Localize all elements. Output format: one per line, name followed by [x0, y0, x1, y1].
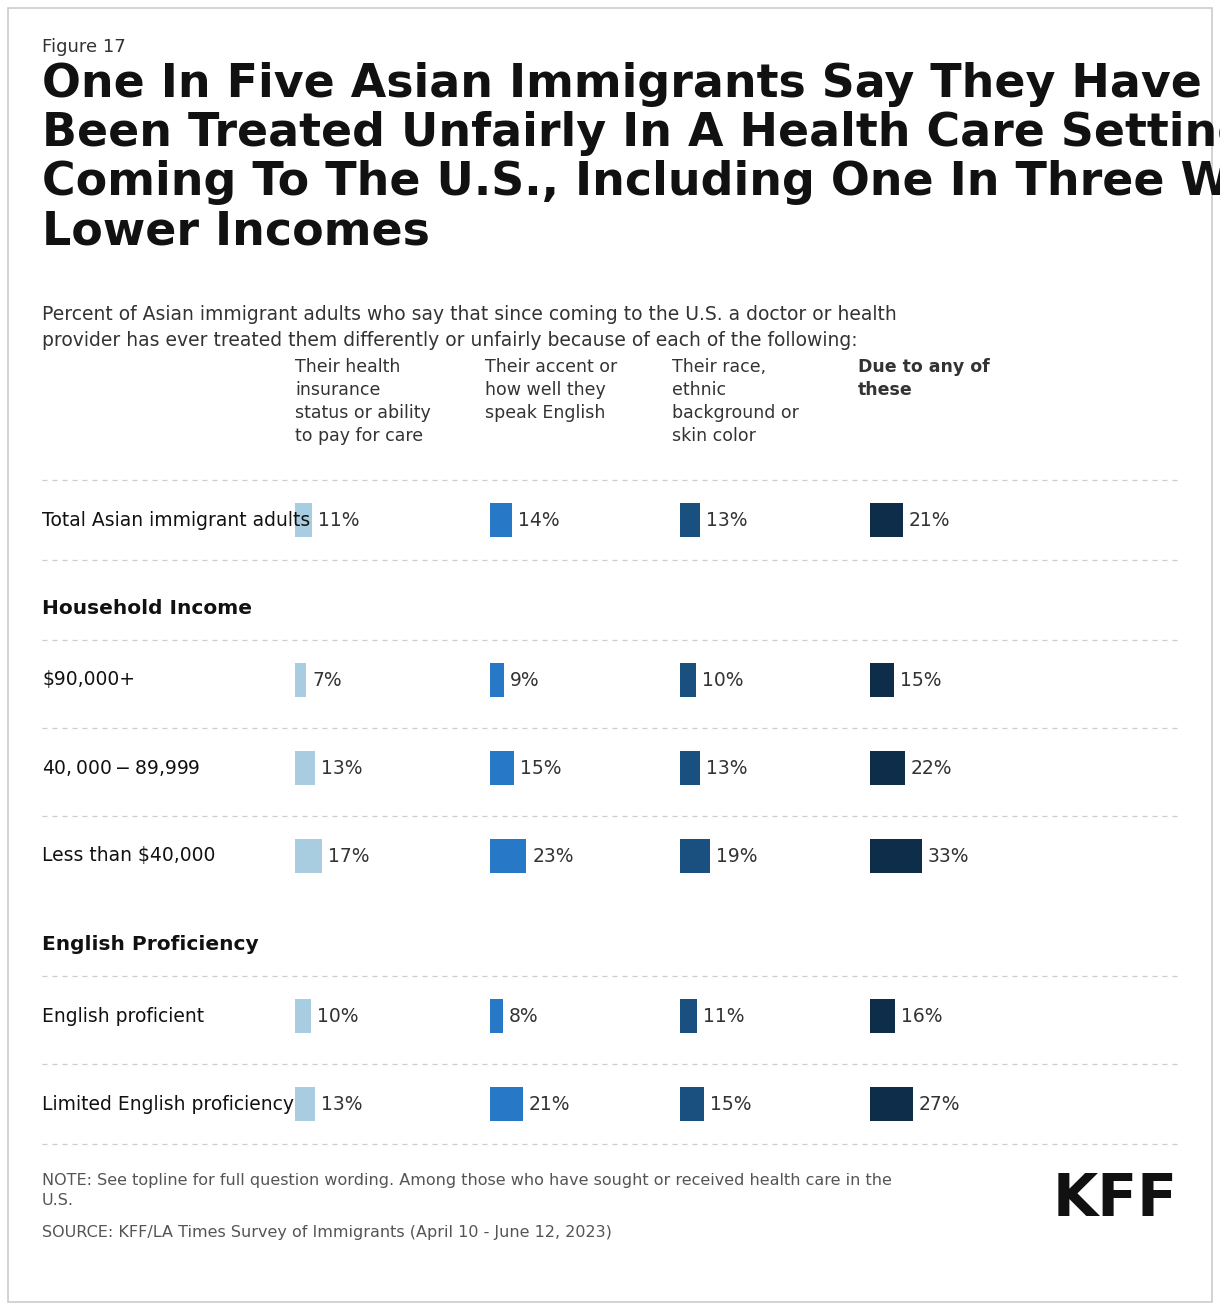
Text: Their accent or
how well they
speak English: Their accent or how well they speak Engl…	[486, 358, 617, 422]
Bar	[490, 503, 512, 537]
Text: 13%: 13%	[322, 758, 364, 778]
Text: 13%: 13%	[706, 511, 748, 529]
Text: One In Five Asian Immigrants Say They Have Ever
Been Treated Unfairly In A Healt: One In Five Asian Immigrants Say They Ha…	[41, 62, 1220, 254]
Text: 8%: 8%	[509, 1006, 538, 1026]
Text: Limited English proficiency: Limited English proficiency	[41, 1094, 294, 1114]
Text: 23%: 23%	[532, 846, 573, 866]
Text: 27%: 27%	[919, 1094, 960, 1114]
Text: Their health
insurance
status or ability
to pay for care: Their health insurance status or ability…	[295, 358, 431, 444]
Text: 16%: 16%	[902, 1006, 943, 1026]
Text: 13%: 13%	[706, 758, 748, 778]
Text: 22%: 22%	[910, 758, 952, 778]
Text: 19%: 19%	[716, 846, 758, 866]
Text: 15%: 15%	[710, 1094, 752, 1114]
Bar	[680, 751, 700, 785]
Bar	[295, 1087, 316, 1121]
Bar	[870, 1000, 895, 1034]
Text: KFF: KFF	[1053, 1171, 1179, 1227]
Text: 13%: 13%	[322, 1094, 364, 1114]
Text: Figure 17: Figure 17	[41, 38, 126, 56]
Bar	[490, 1000, 503, 1034]
Text: 10%: 10%	[317, 1006, 359, 1026]
Text: Their race,
ethnic
background or
skin color: Their race, ethnic background or skin co…	[672, 358, 799, 444]
Text: 9%: 9%	[510, 671, 539, 689]
Bar	[490, 838, 526, 872]
Bar	[680, 1087, 704, 1121]
Text: Percent of Asian immigrant adults who say that since coming to the U.S. a doctor: Percent of Asian immigrant adults who sa…	[41, 305, 897, 350]
Text: 11%: 11%	[318, 511, 360, 529]
Bar	[870, 751, 905, 785]
Bar	[295, 503, 312, 537]
Text: 14%: 14%	[518, 511, 560, 529]
Text: 15%: 15%	[899, 671, 941, 689]
Text: $40,000-$89,999: $40,000-$89,999	[41, 758, 200, 778]
Bar	[295, 838, 322, 872]
Bar	[295, 1000, 311, 1034]
Bar	[680, 838, 710, 872]
Text: Less than $40,000: Less than $40,000	[41, 846, 216, 866]
Text: 33%: 33%	[928, 846, 970, 866]
Text: English proficient: English proficient	[41, 1006, 204, 1026]
Bar	[870, 503, 903, 537]
Bar	[680, 1000, 698, 1034]
Text: 17%: 17%	[328, 846, 370, 866]
Bar	[490, 1087, 523, 1121]
Text: SOURCE: KFF/LA Times Survey of Immigrants (April 10 - June 12, 2023): SOURCE: KFF/LA Times Survey of Immigrant…	[41, 1225, 612, 1241]
Text: $90,000+: $90,000+	[41, 671, 135, 689]
Bar	[680, 663, 695, 697]
Text: NOTE: See topline for full question wording. Among those who have sought or rece: NOTE: See topline for full question word…	[41, 1172, 892, 1208]
Text: 15%: 15%	[520, 758, 561, 778]
Bar	[870, 838, 922, 872]
Text: 21%: 21%	[909, 511, 950, 529]
Text: Household Income: Household Income	[41, 599, 253, 617]
Bar	[490, 751, 514, 785]
Text: Due to any of
these: Due to any of these	[858, 358, 989, 400]
Text: 7%: 7%	[312, 671, 342, 689]
Text: 21%: 21%	[529, 1094, 571, 1114]
Bar	[870, 663, 893, 697]
Bar	[490, 663, 504, 697]
Text: English Proficiency: English Proficiency	[41, 934, 259, 954]
Text: 10%: 10%	[702, 671, 743, 689]
Text: Total Asian immigrant adults: Total Asian immigrant adults	[41, 511, 310, 529]
Text: 11%: 11%	[704, 1006, 745, 1026]
Bar	[680, 503, 700, 537]
Bar	[870, 1087, 913, 1121]
Bar	[295, 751, 316, 785]
Bar	[295, 663, 306, 697]
